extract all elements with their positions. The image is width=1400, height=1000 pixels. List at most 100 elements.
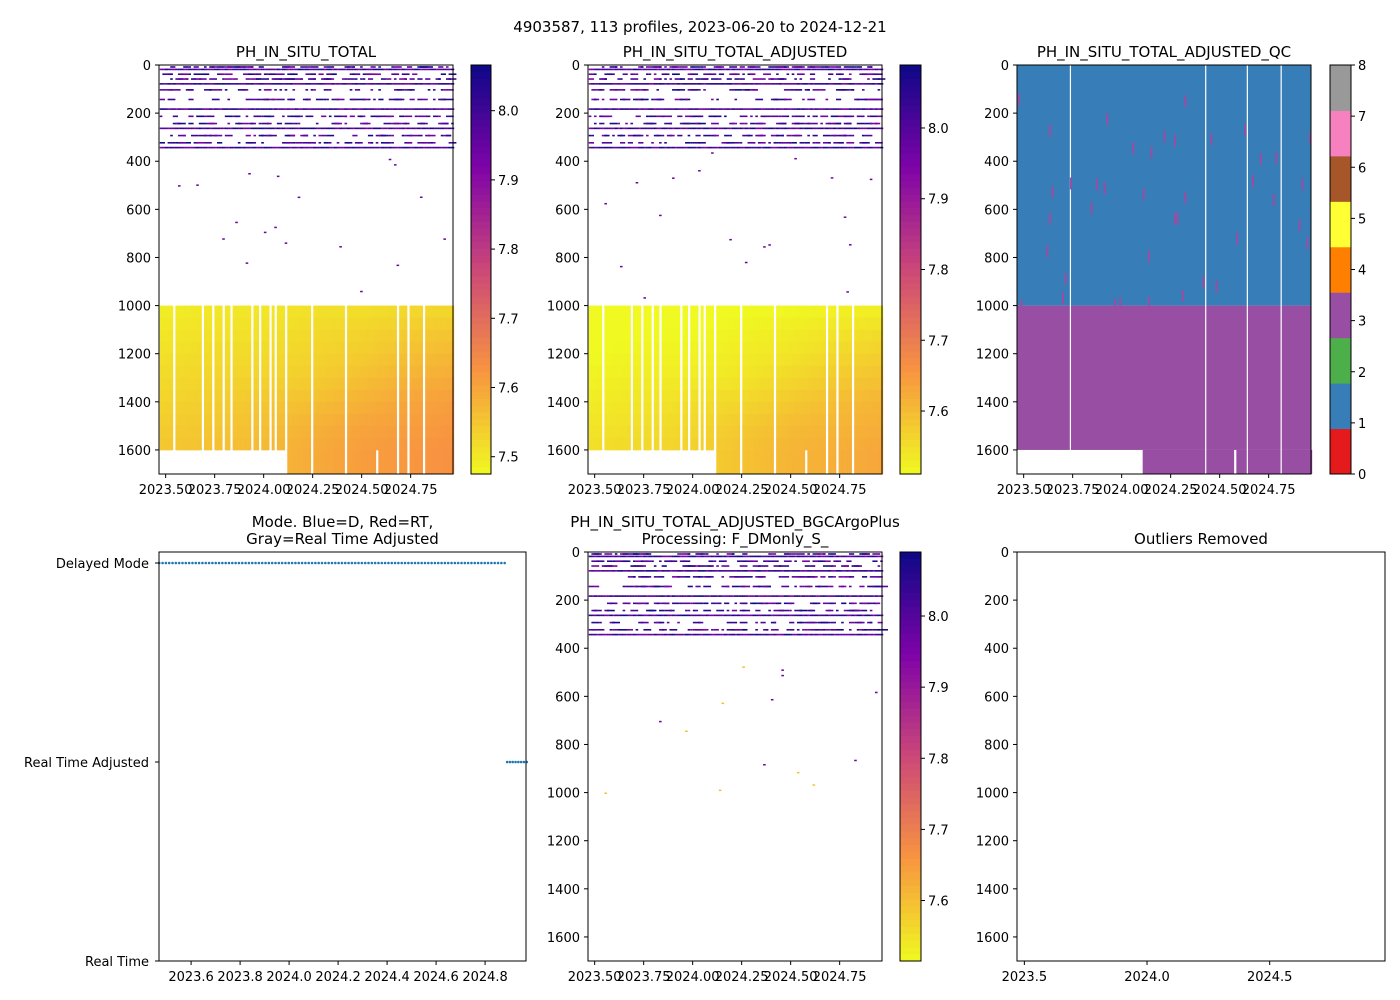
data-cell <box>843 461 847 475</box>
data-cell <box>617 377 621 391</box>
data-cell <box>237 146 241 149</box>
data-cell <box>175 425 179 439</box>
data-cell <box>815 377 819 391</box>
data-cell <box>822 413 826 427</box>
data-cell <box>633 365 637 379</box>
data-cell <box>786 401 790 415</box>
colorbar-segment <box>900 269 921 277</box>
data-cell <box>193 68 197 71</box>
data-cell <box>440 89 444 91</box>
data-cell <box>786 425 790 439</box>
data-cell <box>604 134 610 137</box>
data-cell <box>305 341 309 355</box>
data-cell <box>362 305 366 319</box>
data-cell <box>622 555 626 558</box>
data-cell <box>770 401 774 415</box>
data-cell <box>438 108 442 110</box>
data-cell <box>175 122 178 125</box>
data-cell <box>721 146 725 149</box>
data-cell <box>443 377 447 391</box>
data-cell <box>263 365 267 379</box>
data-cell <box>248 305 252 319</box>
data-cell <box>711 305 715 319</box>
data-cell <box>822 565 826 567</box>
data-cell <box>258 73 262 76</box>
data-cell <box>661 365 665 379</box>
data-cell <box>162 305 166 319</box>
data-cell <box>591 560 600 563</box>
data-cell <box>755 449 759 463</box>
data-cell <box>292 449 296 463</box>
data-cell <box>848 127 853 130</box>
data-cell <box>196 329 200 343</box>
data-cell <box>724 389 728 403</box>
data-cell <box>783 425 787 439</box>
data-cell <box>386 461 390 475</box>
colorbar-segment <box>471 139 491 148</box>
data-cell <box>237 365 241 379</box>
data-cell <box>352 401 356 415</box>
data-cell <box>833 134 836 137</box>
data-cell <box>412 329 416 343</box>
data-cell <box>711 78 719 80</box>
data-cell <box>391 108 395 110</box>
data-cell <box>661 317 665 331</box>
data-cell <box>643 553 647 555</box>
data-cell <box>409 437 413 451</box>
data-cell <box>206 341 210 355</box>
colorbar-segment <box>471 214 491 223</box>
data-cell <box>193 108 197 110</box>
data-cell <box>300 461 304 475</box>
data-cell <box>703 134 712 137</box>
data-cell <box>438 461 442 475</box>
data-cell <box>643 555 647 558</box>
data-cell <box>757 146 762 149</box>
data-cell <box>599 560 602 563</box>
data-cell <box>427 449 431 463</box>
data-cell <box>646 341 650 355</box>
data-cell <box>258 89 262 91</box>
data-cell <box>742 461 746 475</box>
data-cell <box>807 68 811 71</box>
data-cell <box>653 401 657 415</box>
data-cell <box>726 305 730 319</box>
data-cell <box>409 108 413 110</box>
data-cell <box>279 425 283 439</box>
data-cell <box>804 146 808 149</box>
data-cell <box>282 401 286 415</box>
data-cell <box>282 83 286 85</box>
data-cell <box>177 185 181 187</box>
data-cell <box>747 389 751 403</box>
data-cell <box>609 122 618 125</box>
data-cell <box>393 425 397 439</box>
data-cell <box>209 122 218 125</box>
data-cell <box>768 365 772 379</box>
data-cell <box>380 127 385 130</box>
data-cell <box>177 89 181 91</box>
data-cell <box>737 305 741 319</box>
data-cell <box>393 68 398 71</box>
data-cell <box>341 377 345 391</box>
data-cell <box>383 401 387 415</box>
data-cell <box>323 329 327 343</box>
data-cell <box>378 83 382 85</box>
colorbar-tick-label: 7.8 <box>928 264 949 279</box>
data-cell <box>360 341 364 355</box>
data-cell <box>167 317 171 331</box>
data-cell <box>432 305 436 319</box>
data-cell <box>760 365 764 379</box>
data-cell <box>838 437 842 451</box>
data-cell <box>768 461 772 475</box>
data-cell <box>861 425 865 439</box>
data-cell <box>282 98 285 101</box>
data-cell <box>859 449 863 463</box>
data-cell <box>263 231 267 234</box>
data-cell <box>170 108 174 110</box>
data-cell <box>386 389 390 403</box>
data-cell <box>235 317 239 331</box>
data-cell <box>412 341 416 355</box>
data-cell <box>310 108 314 110</box>
data-cell <box>809 353 813 367</box>
data-cell <box>198 78 207 80</box>
data-cell <box>188 83 192 85</box>
